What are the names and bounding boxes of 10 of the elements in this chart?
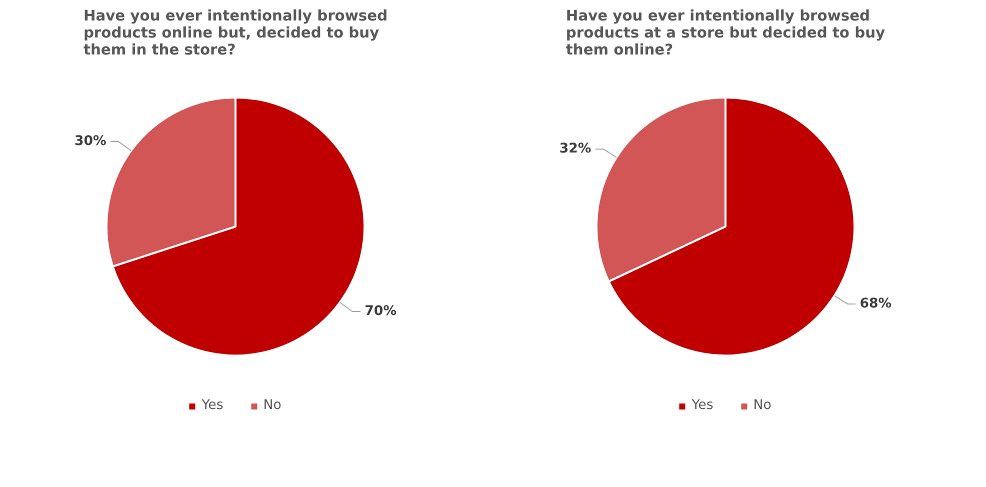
- legend-label: Yes: [692, 398, 714, 413]
- legend-label: Yes: [202, 398, 224, 413]
- data-label: 68%: [860, 296, 892, 312]
- legend-label: No: [263, 398, 282, 413]
- chart-title: Have you ever intentionally browsed products at a store but decided to buy them online?: [566, 8, 886, 58]
- data-label: 30%: [74, 134, 106, 150]
- data-label: 70%: [364, 304, 397, 319]
- legend-label: No: [753, 398, 772, 413]
- data-label: 32%: [559, 142, 592, 157]
- chart-title: Have you ever intentionally browsed products online but, decided to buy them in the store?: [83, 8, 388, 58]
